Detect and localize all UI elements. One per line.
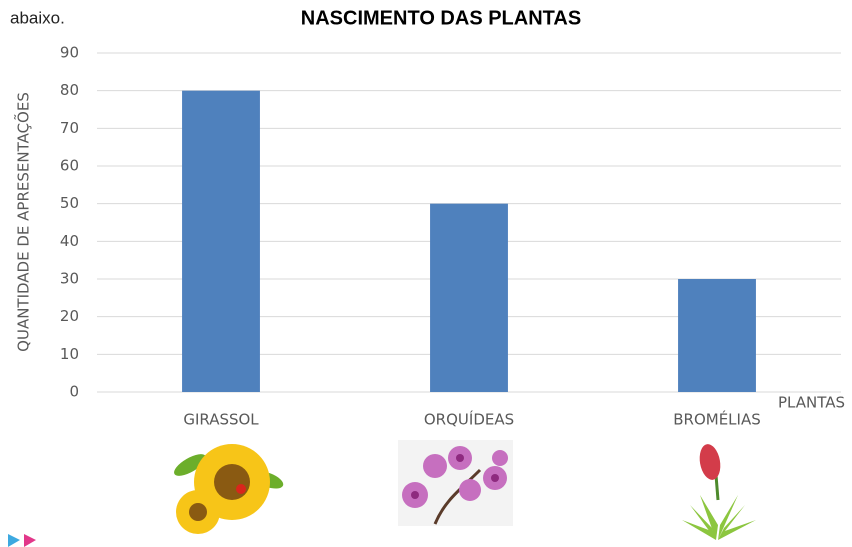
y-axis-label: QUANTIDADE DE APRESENTAÇÕES <box>14 92 33 352</box>
bar <box>182 91 260 392</box>
bromeliad-image <box>682 443 756 540</box>
x-tick-label: GIRASSOL <box>183 411 259 429</box>
y-tick-label: 80 <box>60 81 79 99</box>
y-tick-label: 20 <box>60 307 79 325</box>
lead-text: abaixo. <box>10 8 65 27</box>
x-tick-label: ORQUÍDEAS <box>424 410 514 429</box>
y-tick-label: 10 <box>60 345 79 363</box>
x-axis-label: PLANTAS <box>778 394 845 412</box>
y-tick-label: 0 <box>69 383 79 401</box>
sunflower-image <box>171 444 286 534</box>
y-tick-label: 70 <box>60 119 79 137</box>
x-tick-label: BROMÉLIAS <box>673 410 761 429</box>
y-tick-label: 40 <box>60 232 79 250</box>
chart-title: NASCIMENTO DAS PLANTAS <box>301 7 581 29</box>
page: {"chart_data": {"type": "bar", "lead_tex… <box>0 0 852 547</box>
bar <box>430 204 508 392</box>
corner-decoration <box>8 534 36 547</box>
plot: 0 10 20 30 40 50 60 70 80 90 GIRASSOL ORQUÍDEAS BROM… <box>60 44 841 429</box>
bar <box>678 279 756 392</box>
y-tick-label: 30 <box>60 270 79 288</box>
orchid-image <box>398 440 513 526</box>
chart: abaixo. NASCIMENTO DAS PLANTAS QUANTIDAD… <box>0 0 852 547</box>
y-tick-label: 60 <box>60 157 79 175</box>
y-tick-label: 90 <box>60 44 79 62</box>
y-tick-label: 50 <box>60 194 79 212</box>
